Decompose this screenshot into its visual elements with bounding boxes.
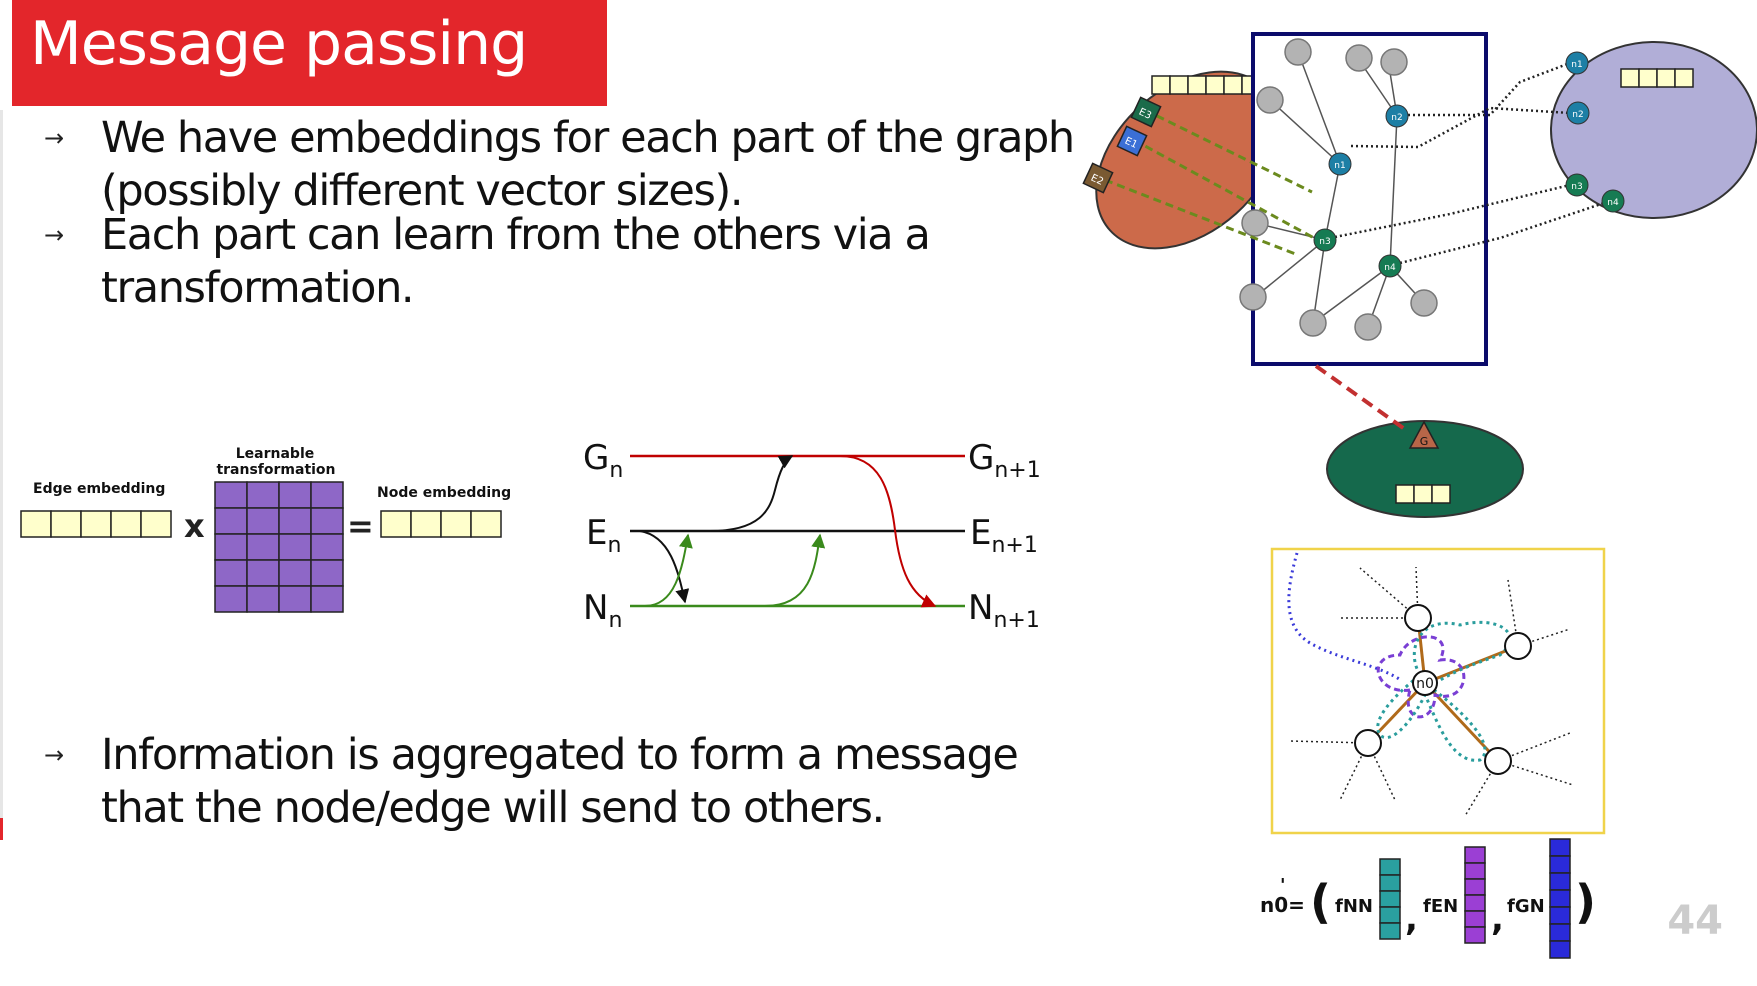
- global-blob-vector: [1395, 484, 1451, 504]
- graph-node-n2: n2: [1385, 104, 1409, 128]
- formula-lhs: n0=: [1260, 893, 1305, 917]
- transform-label-1: Learnable: [236, 446, 315, 462]
- formula-open-paren: (: [1310, 875, 1331, 929]
- bullet-arrow-icon: →: [44, 221, 65, 249]
- global-embedding-blob: [1326, 420, 1524, 518]
- formula-prime: ': [1280, 875, 1286, 896]
- edge-to-node-arrow: [639, 530, 690, 604]
- svg-text:n3: n3: [1319, 237, 1330, 247]
- edge-in-label: En: [586, 513, 621, 558]
- svg-text:E3: E3: [1137, 107, 1153, 122]
- svg-text:n4: n4: [1607, 198, 1619, 208]
- equals-sign: =: [347, 507, 374, 545]
- edge-embedding-e1: E1: [1116, 125, 1148, 157]
- edge-embedding-e3: E3: [1130, 96, 1162, 128]
- svg-text:n2: n2: [1572, 110, 1583, 120]
- bullet-item: → We have embeddings for each part of th…: [40, 112, 1080, 218]
- neighborhood-frame: [1270, 547, 1606, 835]
- bullet-list-bottom: → Information is aggregated to form a me…: [40, 729, 1080, 835]
- neighborhood-figure: n0: [1270, 547, 1606, 835]
- svg-text:n1: n1: [1334, 161, 1345, 171]
- node-to-edge-arrow-2: [764, 533, 826, 607]
- formula-fen: fEN: [1423, 896, 1458, 917]
- svg-text:E2: E2: [1089, 173, 1105, 188]
- formula-comma-1: ,: [1405, 899, 1418, 939]
- node-to-edge-arrow-1: [644, 533, 693, 607]
- update-formula: ' n0= ( fNN , fEN , fGN ): [1260, 838, 1596, 959]
- left-edge-strip: [0, 110, 3, 830]
- graph-gray-nodes: [1239, 38, 1438, 341]
- global-out-label: Gn+1: [968, 438, 1041, 483]
- edge-to-global-arrow: [709, 455, 794, 532]
- nn-vector: [1379, 858, 1401, 940]
- bullet-line: Each part can learn from the others via …: [101, 210, 931, 260]
- blob-node-n1: n1: [1565, 51, 1589, 75]
- update-flow-figure: Gn En Nn Gn+1 En+1 Nn+1: [583, 438, 1041, 633]
- node-in-label: Nn: [583, 588, 622, 633]
- neighbor-nodes: [1354, 604, 1532, 775]
- bullet-arrow-icon: →: [44, 741, 65, 769]
- bullet-arrow-icon: →: [44, 124, 65, 152]
- bullet-line: that the node/edge will send to others.: [101, 783, 885, 833]
- bullet-line: (possibly different vector sizes).: [101, 166, 744, 216]
- blob-node-n2: n2: [1566, 101, 1590, 125]
- graph-node-n3: n3: [1313, 228, 1337, 252]
- node-embeddings-blob: [1550, 41, 1757, 219]
- edge-aggregation-loop: [1376, 635, 1466, 719]
- bullet-line: Information is aggregated to form a mess…: [101, 730, 1019, 780]
- formula-fnn: fNN: [1335, 896, 1373, 917]
- transform-matrix: [214, 481, 344, 613]
- node-embedding-label: Node embedding: [377, 485, 511, 501]
- formula-fgn: fGN: [1507, 896, 1545, 917]
- edge-embedding-vector: [20, 510, 172, 538]
- slide-title: Message passing: [30, 9, 528, 79]
- edge-embedding-e2: E2: [1082, 162, 1114, 194]
- node-embedding-vector: [380, 510, 502, 538]
- left-edge-marker: [0, 818, 3, 840]
- gn-vector: [1549, 838, 1571, 959]
- formula-comma-2: ,: [1491, 899, 1504, 939]
- bullet-line: We have embeddings for each part of the …: [101, 113, 1075, 163]
- dashed-edge-links: [1104, 108, 1315, 257]
- blob-node-n4: n4: [1601, 189, 1625, 213]
- blob-node-n3: n3: [1565, 173, 1589, 197]
- times-sign: x: [184, 507, 205, 545]
- graph-node-n1: n1: [1328, 152, 1352, 176]
- svg-text:n3: n3: [1571, 182, 1582, 192]
- global-influence-path: [1287, 552, 1403, 683]
- bullet-item: → Each part can learn from the others vi…: [40, 209, 1080, 315]
- transform-figure: Edge embedding Learnable transformation …: [20, 446, 511, 613]
- node-out-label: Nn+1: [968, 588, 1040, 633]
- center-node-n0: n0: [1412, 670, 1438, 696]
- global-in-label: Gn: [583, 438, 623, 483]
- svg-text:n0: n0: [1416, 676, 1434, 692]
- transform-label-2: transformation: [216, 462, 335, 478]
- graph-figure: n1 n2 n3 n4 n1 n2 n3 n4 E3 E1 E2 G: [1082, 32, 1757, 518]
- svg-text:E1: E1: [1123, 136, 1139, 151]
- edge-out-label: En+1: [970, 513, 1038, 558]
- graph-node-n4: n4: [1378, 254, 1402, 278]
- bullet-item: → Information is aggregated to form a me…: [40, 729, 1080, 835]
- node-blob-vector: [1620, 68, 1694, 88]
- bullet-list-top: → We have embeddings for each part of th…: [40, 112, 1080, 315]
- title-bar: Message passing: [12, 0, 607, 106]
- edge-embedding-label: Edge embedding: [33, 481, 165, 497]
- dotted-node-links: [1334, 61, 1611, 265]
- svg-text:n2: n2: [1391, 113, 1402, 123]
- graph-frame: [1251, 32, 1488, 366]
- global-node: G: [1408, 420, 1440, 449]
- global-to-node-arrow: [839, 455, 937, 608]
- svg-text:G: G: [1420, 435, 1429, 448]
- formula-close-paren: ): [1575, 875, 1596, 929]
- svg-text:n4: n4: [1384, 263, 1396, 273]
- global-link: [1314, 364, 1408, 432]
- en-vector: [1464, 846, 1486, 944]
- bullet-line: transformation.: [101, 263, 415, 313]
- page-number: 44: [1667, 898, 1723, 944]
- svg-text:n1: n1: [1571, 60, 1582, 70]
- edge-blob-vector: [1151, 75, 1261, 95]
